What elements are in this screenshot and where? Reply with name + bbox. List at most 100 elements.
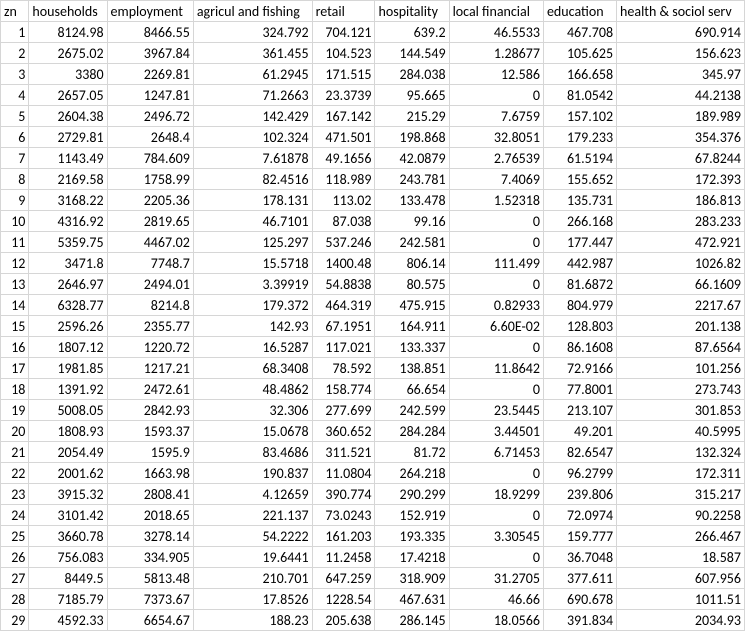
cell-health_social[interactable]: 315.217 xyxy=(617,484,745,505)
cell-hospitality[interactable]: 318.909 xyxy=(375,568,449,589)
cell-hospitality[interactable]: 66.654 xyxy=(375,379,449,400)
cell-hospitality[interactable]: 133.478 xyxy=(375,190,449,211)
cell-hospitality[interactable]: 290.299 xyxy=(375,484,449,505)
cell-local_financial[interactable]: 0 xyxy=(449,274,543,295)
cell-health_social[interactable]: 283.233 xyxy=(617,211,745,232)
cell-health_social[interactable]: 172.393 xyxy=(617,169,745,190)
cell-households[interactable]: 8124.98 xyxy=(29,22,107,43)
cell-hospitality[interactable]: 284.284 xyxy=(375,421,449,442)
cell-households[interactable]: 1143.49 xyxy=(29,148,107,169)
cell-health_social[interactable]: 44.2138 xyxy=(617,85,745,106)
cell-local_financial[interactable]: 0 xyxy=(449,232,543,253)
cell-education[interactable]: 177.447 xyxy=(543,232,616,253)
cell-education[interactable]: 213.107 xyxy=(543,400,616,421)
cell-retail[interactable]: 1228.54 xyxy=(312,589,375,610)
cell-zn[interactable]: 3 xyxy=(1,64,29,85)
cell-health_social[interactable]: 472.921 xyxy=(617,232,745,253)
cell-retail[interactable]: 49.1656 xyxy=(312,148,375,169)
cell-local_financial[interactable]: 12.586 xyxy=(449,64,543,85)
cell-hospitality[interactable]: 17.4218 xyxy=(375,547,449,568)
cell-hospitality[interactable]: 95.665 xyxy=(375,85,449,106)
col-retail[interactable]: retail xyxy=(312,1,375,22)
cell-employment[interactable]: 2496.72 xyxy=(107,106,193,127)
cell-agricul[interactable]: 48.4862 xyxy=(193,379,312,400)
cell-retail[interactable]: 471.501 xyxy=(312,127,375,148)
cell-health_social[interactable]: 90.2258 xyxy=(617,505,745,526)
cell-health_social[interactable]: 2034.93 xyxy=(617,610,745,631)
cell-households[interactable]: 3101.42 xyxy=(29,505,107,526)
cell-zn[interactable]: 20 xyxy=(1,421,29,442)
cell-agricul[interactable]: 15.5718 xyxy=(193,253,312,274)
cell-retail[interactable]: 537.246 xyxy=(312,232,375,253)
cell-local_financial[interactable]: 0 xyxy=(449,463,543,484)
cell-retail[interactable]: 23.3739 xyxy=(312,85,375,106)
cell-households[interactable]: 1391.92 xyxy=(29,379,107,400)
cell-households[interactable]: 5359.75 xyxy=(29,232,107,253)
cell-employment[interactable]: 1595.9 xyxy=(107,442,193,463)
cell-retail[interactable]: 464.319 xyxy=(312,295,375,316)
cell-zn[interactable]: 5 xyxy=(1,106,29,127)
cell-retail[interactable]: 87.038 xyxy=(312,211,375,232)
cell-households[interactable]: 3660.78 xyxy=(29,526,107,547)
cell-health_social[interactable]: 87.6564 xyxy=(617,337,745,358)
cell-zn[interactable]: 11 xyxy=(1,232,29,253)
cell-zn[interactable]: 15 xyxy=(1,316,29,337)
cell-hospitality[interactable]: 42.0879 xyxy=(375,148,449,169)
cell-hospitality[interactable]: 264.218 xyxy=(375,463,449,484)
cell-employment[interactable]: 7748.7 xyxy=(107,253,193,274)
cell-households[interactable]: 3915.32 xyxy=(29,484,107,505)
cell-agricul[interactable]: 4.12659 xyxy=(193,484,312,505)
cell-education[interactable]: 128.803 xyxy=(543,316,616,337)
cell-agricul[interactable]: 210.701 xyxy=(193,568,312,589)
cell-local_financial[interactable]: 0.82933 xyxy=(449,295,543,316)
cell-education[interactable]: 442.987 xyxy=(543,253,616,274)
cell-education[interactable]: 166.658 xyxy=(543,64,616,85)
cell-employment[interactable]: 3278.14 xyxy=(107,526,193,547)
cell-health_social[interactable]: 273.743 xyxy=(617,379,745,400)
cell-health_social[interactable]: 201.138 xyxy=(617,316,745,337)
cell-education[interactable]: 105.625 xyxy=(543,43,616,64)
cell-zn[interactable]: 29 xyxy=(1,610,29,631)
col-hospitality[interactable]: hospitality xyxy=(375,1,449,22)
cell-zn[interactable]: 13 xyxy=(1,274,29,295)
cell-health_social[interactable]: 607.956 xyxy=(617,568,745,589)
cell-zn[interactable]: 2 xyxy=(1,43,29,64)
cell-education[interactable]: 391.834 xyxy=(543,610,616,631)
cell-health_social[interactable]: 101.256 xyxy=(617,358,745,379)
cell-agricul[interactable]: 3.39919 xyxy=(193,274,312,295)
cell-hospitality[interactable]: 152.919 xyxy=(375,505,449,526)
cell-retail[interactable]: 113.02 xyxy=(312,190,375,211)
cell-retail[interactable]: 158.774 xyxy=(312,379,375,400)
cell-education[interactable]: 36.7048 xyxy=(543,547,616,568)
cell-health_social[interactable]: 266.467 xyxy=(617,526,745,547)
cell-local_financial[interactable]: 18.9299 xyxy=(449,484,543,505)
cell-households[interactable]: 3380 xyxy=(29,64,107,85)
cell-education[interactable]: 82.6547 xyxy=(543,442,616,463)
cell-households[interactable]: 1808.93 xyxy=(29,421,107,442)
cell-agricul[interactable]: 16.5287 xyxy=(193,337,312,358)
cell-households[interactable]: 2169.58 xyxy=(29,169,107,190)
cell-employment[interactable]: 784.609 xyxy=(107,148,193,169)
cell-local_financial[interactable]: 111.499 xyxy=(449,253,543,274)
cell-local_financial[interactable]: 46.66 xyxy=(449,589,543,610)
cell-local_financial[interactable]: 2.76539 xyxy=(449,148,543,169)
cell-local_financial[interactable]: 0 xyxy=(449,379,543,400)
cell-zn[interactable]: 24 xyxy=(1,505,29,526)
cell-hospitality[interactable]: 99.16 xyxy=(375,211,449,232)
cell-education[interactable]: 49.201 xyxy=(543,421,616,442)
cell-retail[interactable]: 360.652 xyxy=(312,421,375,442)
cell-hospitality[interactable]: 639.2 xyxy=(375,22,449,43)
cell-hospitality[interactable]: 80.575 xyxy=(375,274,449,295)
cell-hospitality[interactable]: 284.038 xyxy=(375,64,449,85)
cell-local_financial[interactable]: 18.0566 xyxy=(449,610,543,631)
cell-zn[interactable]: 7 xyxy=(1,148,29,169)
cell-education[interactable]: 155.652 xyxy=(543,169,616,190)
cell-education[interactable]: 266.168 xyxy=(543,211,616,232)
cell-employment[interactable]: 2808.41 xyxy=(107,484,193,505)
cell-zn[interactable]: 22 xyxy=(1,463,29,484)
cell-employment[interactable]: 6654.67 xyxy=(107,610,193,631)
cell-zn[interactable]: 18 xyxy=(1,379,29,400)
cell-agricul[interactable]: 102.324 xyxy=(193,127,312,148)
cell-retail[interactable]: 73.0243 xyxy=(312,505,375,526)
cell-education[interactable]: 804.979 xyxy=(543,295,616,316)
